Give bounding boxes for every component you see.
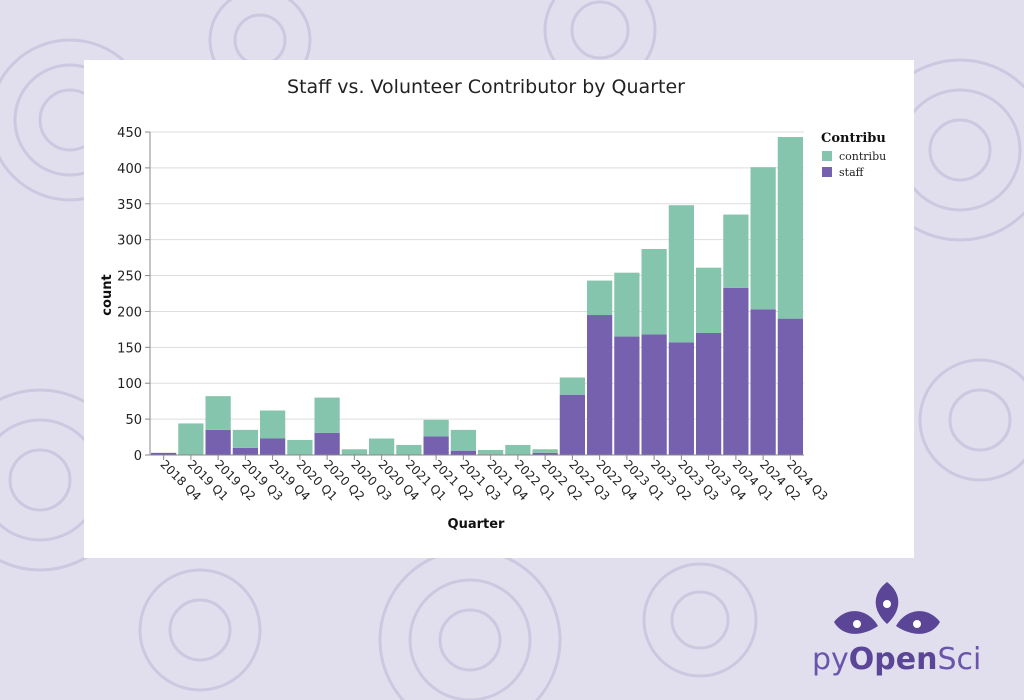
bar-staff [559,394,585,455]
bar-contributor [478,449,504,455]
bar-contributor [341,449,367,455]
bar-staff [232,447,258,455]
y-tick-label: 300 [117,234,142,249]
chart-title: Staff vs. Volunteer Contributor by Quart… [287,76,685,98]
bar-contributor [369,438,395,455]
logo-text-py: py [812,642,849,677]
bar-staff [723,287,749,455]
bar-contributor [505,444,531,455]
bar-contributor [723,214,749,288]
stacked-bar-chart: 0 50 100 150 200 250 300 350 400 450 2018 Q42019 … [100,76,886,532]
bar-contributor [205,396,231,430]
bar-contributor [423,419,449,437]
logo-text-open: Open [848,642,938,677]
y-tick-label: 0 [134,449,142,464]
y-tick-label: 100 [117,377,142,392]
legend-label-staff: staff [839,166,865,179]
bar-staff [777,318,803,455]
bar-contributor [559,377,585,395]
bar-staff [668,342,694,455]
bar-staff [532,452,558,455]
y-tick-label: 400 [117,162,142,177]
bar-staff [641,334,667,455]
y-axis-ticks: 0 50 100 150 200 250 300 350 400 450 [117,126,151,464]
bars [151,137,803,455]
bar-contributor [232,429,258,448]
bar-contributor [450,429,476,451]
x-axis-label: Quarter [448,517,506,532]
bar-contributor [587,280,613,316]
bar-staff [205,429,231,455]
bar-contributor [532,449,558,453]
pyopensci-logo: pyOpenSci [812,578,981,688]
bar-contributor [396,444,422,455]
bar-contributor [178,423,204,455]
bar-staff [614,336,640,455]
bar-contributor [641,248,667,335]
logo-text-sci: Sci [937,642,982,677]
legend-title: Contribu [821,131,886,146]
legend-swatch-staff [822,167,832,177]
legend: Contribu contribu staff [821,131,886,179]
bar-contributor [614,272,640,337]
y-tick-label: 150 [117,341,142,356]
bar-staff [314,432,340,455]
bar-staff [260,438,286,455]
bar-staff [151,452,177,455]
bar-contributor [260,410,286,439]
bar-contributor [287,439,313,455]
bar-staff [696,332,722,455]
chart-card: 0 50 100 150 200 250 300 350 400 450 2018 Q4 2019 … [84,60,914,558]
bar-staff [750,309,776,455]
y-tick-label: 350 [117,198,142,213]
bar-staff [450,450,476,455]
y-tick-label: 200 [117,305,142,320]
y-tick-label: 50 [125,413,142,428]
bar-contributor [750,167,776,310]
flower-logo-icon [834,582,940,634]
legend-label-contributor: contribu [839,150,886,163]
bar-contributor [314,397,340,433]
bar-contributor [777,137,803,319]
legend-swatch-contributor [822,151,832,161]
y-tick-label: 250 [117,270,142,285]
bar-staff [423,436,449,455]
bar-contributor [696,267,722,333]
y-axis-label: count [100,274,115,315]
bar-contributor [668,205,694,343]
bar-staff [587,315,613,455]
y-tick-label: 450 [117,126,142,141]
logo-wordmark: pyOpenSci [812,640,981,680]
